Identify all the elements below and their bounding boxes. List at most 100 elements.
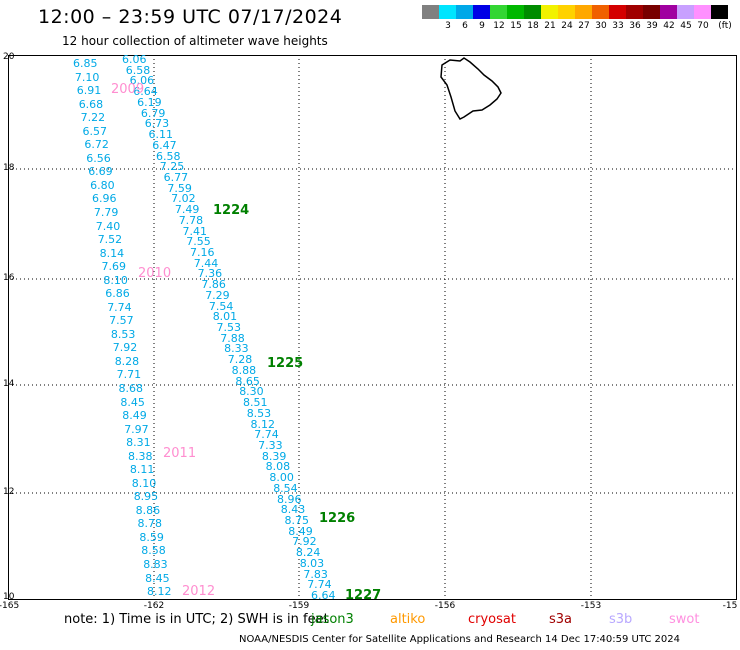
wave-height-value: 6.56 [86, 151, 111, 165]
credit-line: NOAA/NESDIS Center for Satellite Applica… [239, 634, 681, 645]
colorbar-label: 3 [445, 21, 451, 31]
map-panel [8, 55, 737, 600]
wave-height-value: 7.54 [208, 299, 234, 313]
lon-label: -153 [580, 601, 602, 611]
wave-height-value: 7.92 [292, 535, 317, 549]
colorbar-swatch [524, 5, 541, 19]
wave-height-value: 7.52 [97, 233, 123, 246]
wave-height-value: 7.83 [303, 567, 328, 581]
wave-height-value: 8.54 [273, 481, 298, 495]
wave-height-value: 8.53 [246, 406, 272, 420]
page-title: 12:00 – 23:59 UTC 07/17/2024 [38, 6, 343, 28]
wave-height-value: 8.28 [114, 354, 140, 368]
cycle-label: 2010 [138, 266, 172, 281]
wave-height-value: 6.86 [105, 287, 130, 301]
wave-height-value: 7.33 [258, 438, 283, 452]
colorbar-swatch [541, 5, 558, 19]
colorbar-label: 18 [527, 21, 539, 31]
wave-height-value: 7.28 [227, 353, 253, 367]
lat-label: 20 [3, 52, 15, 62]
wave-height-value: 8.24 [295, 546, 321, 560]
colorbar-swatch [490, 5, 507, 19]
wave-height-value: 7.53 [216, 321, 242, 334]
wave-height-value: 7.02 [171, 192, 196, 206]
wave-height-value: 7.88 [220, 331, 245, 345]
wave-height-value: 8.11 [129, 463, 155, 477]
wave-height-value: 6.11 [148, 128, 174, 141]
wave-height-value: 8.01 [212, 310, 238, 324]
wave-height-value: 6.69 [88, 165, 113, 179]
wave-height-value: 7.29 [205, 288, 230, 302]
wave-height-value: 8.53 [110, 327, 136, 341]
wave-height-value: 7.69 [101, 260, 127, 274]
wave-height-value: 6.68 [78, 97, 104, 111]
wave-height-value: 8.12 [147, 585, 172, 598]
wave-height-value: 6.73 [144, 117, 170, 131]
wave-height-value: 8.31 [126, 436, 151, 450]
wave-height-value: 7.97 [124, 422, 149, 436]
colorbar-swatch [660, 5, 677, 19]
lon-gridlines [153, 55, 592, 600]
colorbar-swatch [456, 5, 473, 19]
cycle-label: 2009 [111, 82, 145, 97]
wave-height-value: 7.41 [182, 224, 208, 238]
orbit-label: 1224 [213, 203, 250, 218]
colorbar-swatch [626, 5, 643, 19]
colorbar-swatch [558, 5, 575, 19]
colorbar-swatch [592, 5, 609, 19]
hawaii-island-coastline [440, 57, 502, 120]
wave-height-value: 8.39 [261, 449, 287, 463]
wave-height-value: 7.49 [174, 203, 200, 217]
wave-height-value: 7.57 [109, 314, 134, 328]
wave-height-value: 6.91 [76, 84, 102, 98]
colorbar-label: 33 [612, 21, 624, 31]
wave-height-value: 6.64 [311, 589, 336, 602]
wave-height-value: 7.74 [254, 428, 279, 442]
colorbar-label: 36 [629, 21, 641, 31]
wave-height-value: 8.96 [277, 492, 302, 506]
satellite-label: s3b [609, 612, 633, 627]
orbit-label: 1225 [267, 356, 304, 371]
wave-height-value: 8.00 [269, 471, 294, 485]
wave-height-value: 6.96 [92, 192, 117, 206]
wave-height-value: 8.10 [103, 273, 128, 287]
wave-height-value: 6.58 [125, 63, 151, 77]
colorbar-label: 39 [646, 21, 658, 31]
wave-height-value: 6.57 [82, 124, 108, 138]
wave-height-value: 7.40 [95, 219, 121, 233]
orbit-label: 1227 [345, 588, 382, 603]
wave-height-value: 8.33 [224, 342, 249, 356]
colorbar-swatch [643, 5, 660, 19]
wave-height-value: 8.83 [143, 557, 168, 571]
wave-height-value: 6.80 [90, 178, 115, 192]
lon-label: -156 [434, 601, 456, 611]
satellite-label: s3a [549, 612, 573, 627]
colorbar-swatch [439, 5, 456, 19]
lon-label: -165 [0, 601, 20, 611]
colorbar-swatch [473, 5, 490, 19]
wave-height-value: 6.06 [129, 74, 155, 88]
lon-label: -159 [288, 601, 310, 611]
wave-height-value: 7.10 [74, 70, 100, 84]
wave-height-value: 8.58 [141, 544, 166, 558]
colorbar-swatch [422, 5, 439, 19]
wave-height-value: 8.38 [128, 449, 153, 463]
wave-height-value: 7.71 [116, 368, 142, 382]
wave-height-value: 7.22 [80, 111, 106, 125]
wave-height-value: 8.14 [99, 246, 125, 260]
wave-height-value: 8.49 [288, 524, 313, 538]
colorbar-label: 42 [663, 21, 675, 31]
wave-height-value: 7.59 [167, 181, 192, 195]
lon-label: -15 [722, 601, 738, 611]
colorbar-label: 6 [462, 21, 468, 31]
wave-height-value: 8.08 [265, 460, 291, 474]
wave-height-value: 6.58 [156, 149, 181, 163]
wave-height-value: 7.25 [159, 160, 185, 174]
lat-label: 18 [3, 163, 15, 173]
colorbar-label: 45 [680, 21, 692, 31]
wave-height-value: 8.03 [299, 556, 325, 570]
orbit-label: 1226 [319, 511, 356, 526]
wave-height-value: 7.86 [201, 278, 226, 292]
lat-label: 12 [3, 487, 15, 497]
colorbar-swatch [575, 5, 592, 19]
